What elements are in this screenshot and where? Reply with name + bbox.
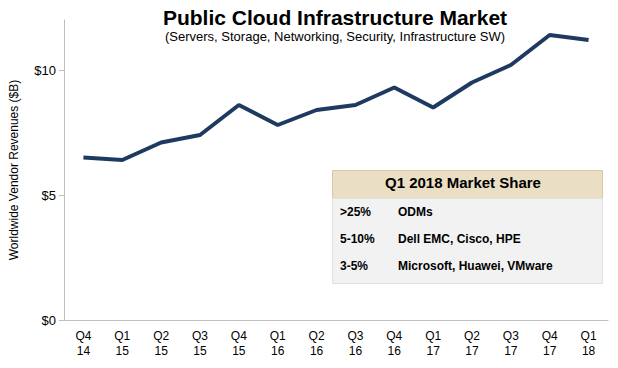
svg-text:18: 18: [582, 344, 596, 358]
svg-text:14: 14: [77, 344, 91, 358]
svg-text:15: 15: [193, 344, 207, 358]
svg-text:Q1: Q1: [114, 329, 130, 343]
svg-text:17: 17: [465, 344, 479, 358]
svg-text:Q2: Q2: [464, 329, 480, 343]
svg-text:Q1: Q1: [425, 329, 441, 343]
svg-text:Q4: Q4: [386, 329, 402, 343]
svg-text:Q4: Q4: [542, 329, 558, 343]
svg-text:17: 17: [504, 344, 518, 358]
svg-text:16: 16: [388, 344, 402, 358]
svg-text:15: 15: [116, 344, 130, 358]
svg-text:(Servers, Storage, Networking,: (Servers, Storage, Networking, Security,…: [165, 29, 505, 44]
svg-text:Worldwide Vendor Revenues ($B): Worldwide Vendor Revenues ($B): [7, 80, 21, 261]
svg-text:Q4: Q4: [231, 329, 247, 343]
svg-text:17: 17: [426, 344, 440, 358]
svg-text:ODMs: ODMs: [398, 205, 433, 219]
svg-text:5-10%: 5-10%: [340, 232, 375, 246]
svg-text:Q1: Q1: [581, 329, 597, 343]
svg-text:16: 16: [271, 344, 285, 358]
svg-text:Q2: Q2: [153, 329, 169, 343]
svg-text:17: 17: [543, 344, 557, 358]
svg-text:Q1 2018 Market Share: Q1 2018 Market Share: [385, 174, 541, 191]
svg-text:15: 15: [154, 344, 168, 358]
svg-text:$10: $10: [34, 63, 56, 78]
svg-text:Q3: Q3: [503, 329, 519, 343]
svg-text:Q4: Q4: [75, 329, 91, 343]
svg-text:16: 16: [349, 344, 363, 358]
svg-text:>25%: >25%: [340, 205, 371, 219]
svg-text:15: 15: [232, 344, 246, 358]
svg-text:Q3: Q3: [347, 329, 363, 343]
svg-text:Dell EMC, Cisco, HPE: Dell EMC, Cisco, HPE: [398, 232, 521, 246]
svg-text:16: 16: [310, 344, 324, 358]
svg-text:Microsoft, Huawei, VMware: Microsoft, Huawei, VMware: [398, 259, 553, 273]
svg-text:Q3: Q3: [192, 329, 208, 343]
svg-text:Public Cloud Infrastructure Ma: Public Cloud Infrastructure Market: [163, 6, 507, 29]
svg-text:Q1: Q1: [270, 329, 286, 343]
svg-text:$0: $0: [42, 313, 56, 328]
svg-text:Q2: Q2: [309, 329, 325, 343]
svg-text:$5: $5: [42, 188, 56, 203]
svg-text:3-5%: 3-5%: [340, 259, 368, 273]
